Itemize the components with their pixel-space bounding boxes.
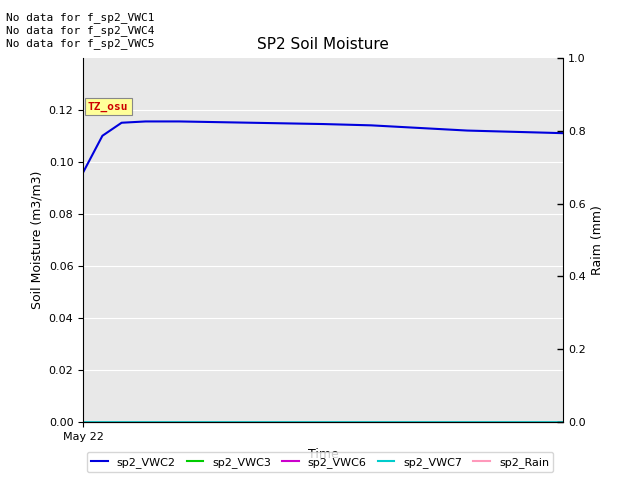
Text: TZ_osu: TZ_osu [88, 102, 129, 112]
Text: No data for f_sp2_VWC5: No data for f_sp2_VWC5 [6, 38, 155, 49]
Y-axis label: Raim (mm): Raim (mm) [591, 205, 604, 275]
X-axis label: Time: Time [308, 448, 339, 461]
Y-axis label: Soil Moisture (m3/m3): Soil Moisture (m3/m3) [30, 171, 43, 309]
Title: SP2 Soil Moisture: SP2 Soil Moisture [257, 37, 389, 52]
Text: No data for f_sp2_VWC4: No data for f_sp2_VWC4 [6, 25, 155, 36]
Legend: sp2_VWC2, sp2_VWC3, sp2_VWC6, sp2_VWC7, sp2_Rain: sp2_VWC2, sp2_VWC3, sp2_VWC6, sp2_VWC7, … [86, 452, 554, 472]
Text: No data for f_sp2_VWC1: No data for f_sp2_VWC1 [6, 12, 155, 23]
